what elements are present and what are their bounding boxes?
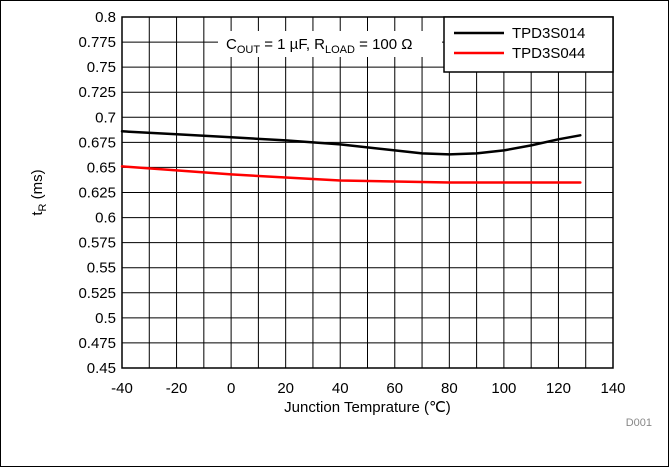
condition-annotation: COUT = 1 µF, RLOAD = 100 Ω <box>226 36 412 56</box>
x-tick-label: 20 <box>277 380 294 397</box>
y-tick-label: 0.625 <box>78 185 116 202</box>
annotation-c-sub: OUT <box>237 44 261 56</box>
y-tick-label: 0.55 <box>87 260 116 277</box>
annotation-c-value: = 1 µF, R <box>260 36 325 53</box>
plot-area <box>121 16 614 369</box>
y-axis-label-sub: R <box>37 203 49 211</box>
x-tick-label: 40 <box>332 380 349 397</box>
y-tick-label: 0.525 <box>78 285 116 302</box>
series-layer <box>120 130 582 184</box>
annotation-c-main: C <box>226 36 237 53</box>
annotation-r-sub: LOAD <box>325 44 355 56</box>
legend-box <box>443 16 614 73</box>
series-line-tpd3s014 <box>120 130 582 156</box>
y-tick-label: 0.75 <box>87 59 116 76</box>
x-tick-label: 120 <box>546 380 571 397</box>
figure-code: D001 <box>626 417 652 429</box>
y-axis-label: tR (ms) <box>29 169 49 215</box>
x-axis-label: Junction Temprature (℃) <box>284 399 451 416</box>
y-tick-label: 0.8 <box>95 9 116 26</box>
y-axis-label-unit: (ms) <box>29 169 46 203</box>
y-tick-label: 0.65 <box>87 159 116 176</box>
y-tick-label: 0.7 <box>95 109 116 126</box>
y-tick-label: 0.45 <box>87 360 116 377</box>
y-tick-label: 0.575 <box>78 235 116 252</box>
x-tick-label: 0 <box>227 380 235 397</box>
annotation-background <box>218 31 442 57</box>
y-tick-label: 0.725 <box>78 84 116 101</box>
y-tick-label: 0.475 <box>78 335 116 352</box>
x-tick-label: -20 <box>166 380 188 397</box>
y-axis-label-main: t <box>29 211 46 216</box>
series-line-tpd3s044 <box>120 165 582 184</box>
y-tick-label: 0.675 <box>78 134 116 151</box>
x-tick-labels: -40 -20 0 20 40 60 80 100 120 140 <box>111 380 625 397</box>
y-tick-labels: 0.45 0.475 0.5 0.525 0.55 0.575 0.6 0.625 0.65 0.… <box>78 9 116 377</box>
x-tick-label: -40 <box>111 380 133 397</box>
annotation-r-value: = 100 Ω <box>355 36 413 53</box>
y-tick-label: 0.6 <box>95 210 116 227</box>
y-tick-label: 0.775 <box>78 34 116 51</box>
legend-entry-label: TPD3S044 <box>512 45 585 62</box>
x-tick-label: 60 <box>386 380 403 397</box>
x-tick-label: 100 <box>491 380 516 397</box>
legend: TPD3S014 TPD3S044 <box>443 16 614 73</box>
grid-lines <box>122 17 613 368</box>
x-tick-label: 140 <box>600 380 625 397</box>
legend-entry-label: TPD3S014 <box>512 25 585 42</box>
x-tick-label: 80 <box>441 380 458 397</box>
y-tick-label: 0.5 <box>95 310 116 327</box>
